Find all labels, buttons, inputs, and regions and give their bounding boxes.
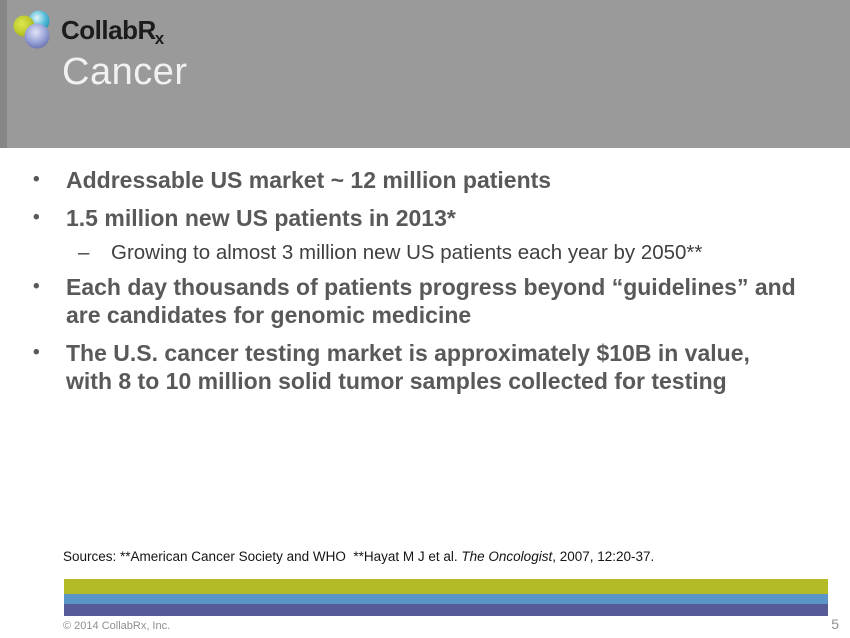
stripe-blue <box>64 594 828 604</box>
page-number: 5 <box>831 616 839 632</box>
bullet-text: Addressable US market ~ 12 million patie… <box>66 167 552 193</box>
sub-bullet-item: – Growing to almost 3 million new US pat… <box>77 240 796 265</box>
bullet-item: • Addressable US market ~ 12 million pat… <box>30 166 796 194</box>
dash-marker: – <box>78 241 90 264</box>
sources-citation-suffix: , 2007, 12:20-37. <box>552 549 655 564</box>
bullet-item: • Each day thousands of patients progres… <box>30 273 796 329</box>
bullet-item: • 1.5 million new US patients in 2013* <box>30 204 796 232</box>
header-left-shadow <box>0 0 7 148</box>
bullet-marker: • <box>33 169 40 190</box>
sub-bullet-text: Growing to almost 3 million new US patie… <box>111 241 703 264</box>
collabrx-logo-icon <box>10 7 56 53</box>
copyright-text: © 2014 CollabRx, Inc. <box>63 620 171 632</box>
bullet-text: 1.5 million new US patients in 2013* <box>66 205 456 231</box>
brand-wordmark: CollabRx <box>61 15 164 49</box>
sources-text: Sources: **American Cancer Society and W… <box>63 549 462 564</box>
sources-journal-title: The Oncologist <box>461 549 553 564</box>
stripe-purple <box>64 604 828 616</box>
sources-note: Sources: **American Cancer Society and W… <box>63 549 654 564</box>
bullet-marker: • <box>33 342 40 363</box>
bullet-text: Each day thousands of patients progress … <box>66 274 796 328</box>
bullet-marker: • <box>33 207 40 228</box>
brand-name: CollabR <box>61 15 156 45</box>
bullet-list: • Addressable US market ~ 12 million pat… <box>30 166 796 405</box>
decorative-stripes <box>64 579 828 616</box>
slide-title: Cancer <box>62 51 188 93</box>
brand-name-subscript: x <box>154 29 164 48</box>
bullet-text: The U.S. cancer testing market is approx… <box>66 340 750 394</box>
slide-header-band: CollabRx Cancer <box>0 0 850 148</box>
bullet-marker: • <box>33 276 40 297</box>
stripe-green <box>64 579 828 594</box>
bullet-item: • The U.S. cancer testing market is appr… <box>30 339 796 395</box>
